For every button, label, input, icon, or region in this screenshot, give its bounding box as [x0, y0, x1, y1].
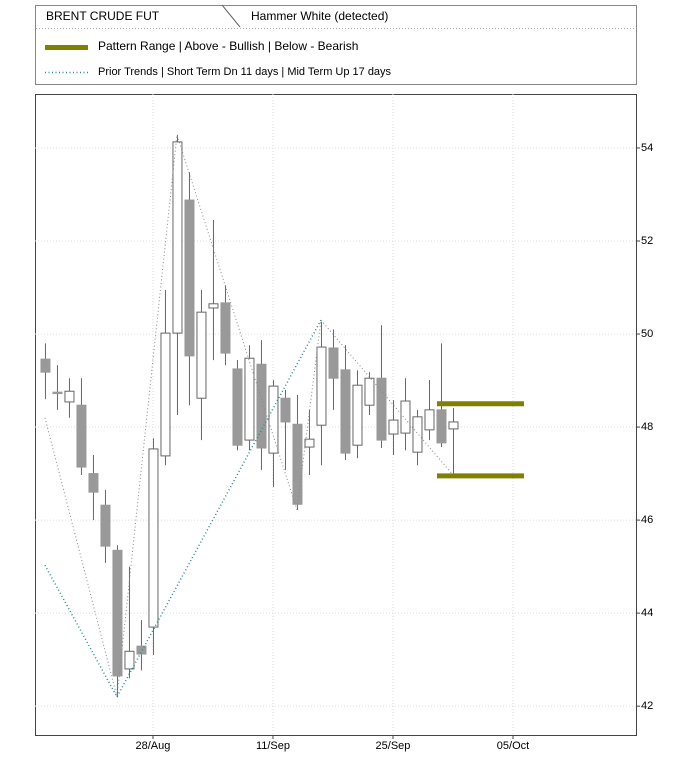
- candle-body: [64, 390, 75, 403]
- candle-body: [220, 302, 231, 354]
- candle-body: [124, 650, 135, 670]
- candle-body: [268, 385, 279, 454]
- chart-title: BRENT CRUDE FUT: [46, 9, 160, 23]
- trend-line: [44, 134, 454, 697]
- candle-body: [52, 391, 63, 395]
- y-tick-label: 44: [641, 607, 653, 619]
- candle-body: [316, 346, 327, 426]
- candle-body: [292, 423, 303, 505]
- y-tick-label: 48: [641, 421, 653, 433]
- y-tick-label: 54: [641, 142, 653, 154]
- legend-label: Prior Trends | Short Term Dn 11 days | M…: [98, 66, 392, 78]
- plot-area: [35, 94, 637, 736]
- legend-divider: [221, 4, 241, 28]
- candle-body: [412, 416, 423, 453]
- candle-body: [40, 358, 51, 373]
- candle-body: [400, 400, 411, 434]
- candle-body: [88, 473, 99, 493]
- candle-body: [232, 368, 243, 446]
- candle-body: [160, 332, 171, 457]
- x-tick-label: 05/Oct: [497, 740, 529, 752]
- candle-body: [388, 419, 399, 435]
- candle-body: [136, 645, 147, 655]
- x-tick-label: 11/Sep: [256, 740, 290, 752]
- y-tick-label: 42: [641, 700, 653, 712]
- x-tick-label: 25/Sep: [376, 740, 411, 752]
- candle-body: [340, 369, 351, 454]
- candle-body: [76, 404, 87, 468]
- candle-body: [352, 384, 363, 446]
- candle-body: [376, 377, 387, 441]
- candle-body: [196, 311, 207, 399]
- y-tick-label: 50: [641, 328, 653, 340]
- candle-body: [256, 363, 267, 449]
- candle-body: [328, 347, 339, 379]
- y-tick-label: 46: [641, 514, 653, 526]
- candle-body: [208, 303, 219, 309]
- candle-body: [448, 421, 459, 430]
- chart-subtitle: Hammer White (detected): [251, 9, 388, 23]
- candle-body: [100, 504, 111, 547]
- candle-body: [364, 377, 375, 406]
- candle-body: [244, 357, 255, 441]
- candle-body: [148, 448, 159, 628]
- candle-body: [184, 199, 195, 357]
- legend-box: [35, 5, 637, 85]
- candle-body: [436, 409, 447, 444]
- y-tick-label: 52: [641, 235, 653, 247]
- candle-body: [280, 397, 291, 423]
- candle-body: [304, 438, 315, 448]
- x-tick-label: 28/Aug: [136, 740, 171, 752]
- candle-body: [424, 409, 435, 431]
- legend-label: Pattern Range | Above - Bullish | Below …: [98, 39, 358, 53]
- candle-body: [172, 141, 183, 334]
- candle-body: [112, 549, 123, 677]
